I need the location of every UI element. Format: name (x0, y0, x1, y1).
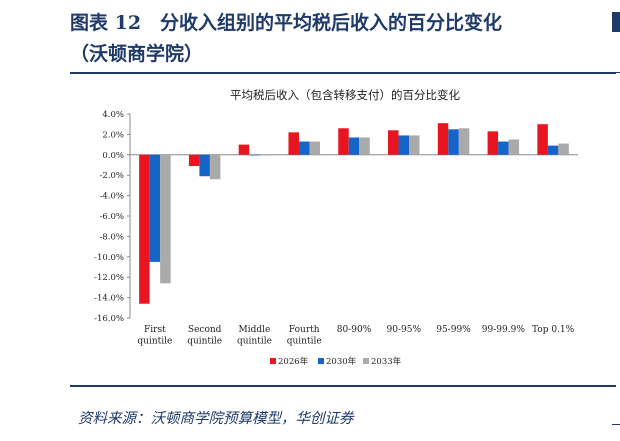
bars (139, 123, 569, 304)
right-edge-marker (612, 12, 620, 32)
bar-2026年-2 (238, 144, 250, 155)
bar-2026年-4 (338, 128, 349, 155)
right-edge-tick (612, 424, 620, 425)
bar-2026年-0 (139, 154, 150, 304)
y-tick-label: -16.0% (94, 314, 124, 324)
legend-swatch (318, 358, 324, 364)
y-tick-label: -8.0% (100, 232, 124, 242)
bar-2026年-7 (487, 131, 499, 155)
figure-title-line1: 图表 12 分收入组别的平均税后收入的百分比变化 (70, 12, 503, 34)
bar-2030年-5 (398, 135, 410, 155)
source-note: 资料来源：沃顿商学院预算模型，华创证券 (78, 411, 354, 427)
chart-title: 平均税后收入（包含转移支付）的百分比变化 (230, 88, 460, 102)
bar-2026年-3 (288, 132, 299, 155)
y-tick-label: -14.0% (94, 294, 124, 304)
bar-2030年-3 (298, 141, 310, 155)
y-tick-label: 2.0% (102, 130, 124, 140)
figure-title-line2: （沃顿商学院） (70, 43, 204, 65)
legend-label: 2026年 (278, 356, 309, 367)
bar-2030年-6 (448, 129, 459, 155)
x-tick-label: First quintile (137, 325, 172, 347)
legend: 2026年 2030年 2033年 (270, 356, 402, 367)
y-tick-label: -12.0% (94, 273, 124, 283)
bar-2030年-0 (149, 154, 161, 262)
bar-2030年-2 (249, 154, 260, 156)
bar-2030年-1 (199, 154, 210, 177)
x-tick-labels: First quintile Second quintile Middle quintil… (137, 325, 574, 347)
x-tick-label: 80-90% (337, 325, 372, 335)
x-tick-label: Second quintile (187, 325, 222, 347)
bar-2026年-6 (437, 123, 449, 155)
bar-2026年-1 (188, 154, 200, 167)
bar-2033年-6 (458, 128, 470, 155)
x-tick-label: 99-99.9% (482, 325, 526, 335)
bar-2033年-1 (209, 154, 221, 180)
top-divider (70, 72, 616, 74)
bar-2033年-3 (309, 141, 320, 155)
y-tick-label: 4.0% (102, 110, 124, 120)
legend-label: 2030年 (326, 356, 357, 367)
bar-2033年-8 (558, 143, 569, 155)
bar-2030年-8 (547, 145, 559, 155)
figure-title: 图表 12 分收入组别的平均税后收入的百分比变化 （沃顿商学院） (70, 8, 615, 70)
bar-2033年-4 (359, 137, 370, 155)
y-tick-label: 0.0% (102, 151, 124, 161)
bar-2033年-2 (259, 154, 271, 156)
bar-2030年-7 (498, 141, 509, 155)
right-edge-rule (616, 72, 620, 73)
y-tick-label: -10.0% (94, 253, 124, 263)
bottom-divider (70, 385, 616, 387)
x-tick-label: Fourth quintile (287, 325, 322, 347)
bar-2026年-5 (388, 130, 399, 155)
y-tick-label: -6.0% (100, 212, 124, 222)
legend-label: 2033年 (371, 356, 402, 367)
bar-2026年-8 (537, 124, 548, 155)
legend-item: 2026年 (270, 356, 309, 367)
legend-swatch (363, 358, 369, 364)
bar-2033年-5 (409, 135, 420, 155)
bar-2033年-7 (508, 139, 520, 155)
x-tick-label: Middle quintile (237, 325, 272, 347)
x-tick-label: 90-95% (387, 325, 422, 335)
y-tick-label: -4.0% (100, 192, 124, 202)
legend-item: 2030年 (318, 356, 357, 367)
bar-2033年-0 (160, 154, 171, 284)
y-tick-label: -2.0% (100, 171, 124, 181)
legend-item: 2033年 (363, 356, 402, 367)
x-tick-label: Top 0.1% (532, 325, 575, 335)
x-tick-label: 95-99% (436, 325, 471, 335)
bar-2030年-4 (348, 137, 360, 155)
legend-swatch (270, 358, 276, 364)
